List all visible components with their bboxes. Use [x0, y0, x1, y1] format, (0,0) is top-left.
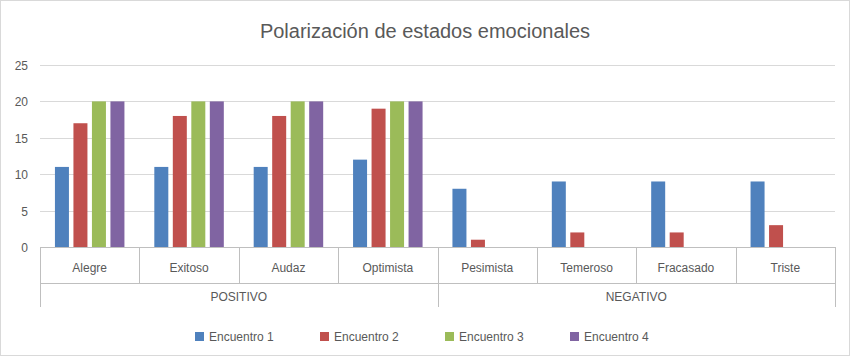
- y-tick-label: 20: [15, 95, 29, 109]
- legend-label: Encuentro 4: [584, 330, 649, 344]
- bar: [570, 232, 584, 247]
- bar: [372, 109, 386, 247]
- grid-line: [40, 247, 835, 248]
- bar: [390, 101, 404, 247]
- bar: [651, 181, 665, 247]
- x-tick-label: Alegre: [72, 261, 107, 275]
- group-label: POSITIVO: [210, 290, 267, 304]
- chart-frame: [1, 1, 850, 356]
- legend-swatch: [570, 332, 579, 341]
- bar: [254, 167, 268, 247]
- x-tick-label: Triste: [771, 261, 801, 275]
- x-tick-line: [438, 247, 439, 307]
- bar: [508, 247, 522, 248]
- bar: [589, 247, 603, 248]
- bar: [552, 181, 566, 247]
- bar: [92, 101, 106, 247]
- bar: [471, 240, 485, 247]
- chart-title: Polarización de estados emocionales: [260, 20, 590, 42]
- bars-group: [55, 101, 783, 247]
- bar: [154, 167, 168, 247]
- x-tick-line: [338, 247, 339, 283]
- bar: [769, 225, 783, 247]
- bar: [788, 247, 802, 248]
- x-tick-label: Exitoso: [169, 261, 209, 275]
- legend-swatch: [320, 332, 329, 341]
- bar: [688, 247, 702, 248]
- x-tick-line: [835, 247, 836, 307]
- x-tick-line: [537, 247, 538, 283]
- bar: [751, 181, 765, 247]
- x-tick-line: [139, 247, 140, 283]
- bar: [291, 101, 305, 247]
- chart-container: Polarización de estados emocionales 0 5 10 1…: [0, 0, 850, 356]
- bar: [670, 232, 684, 247]
- x-axis-line: [40, 247, 835, 248]
- bar: [353, 160, 367, 247]
- y-tick-label: 5: [21, 205, 28, 219]
- grid-line: [40, 65, 835, 66]
- legend-label: Encuentro 3: [459, 330, 524, 344]
- legend-swatch: [445, 332, 454, 341]
- bar: [607, 247, 621, 248]
- y-tick-label: 0: [21, 241, 28, 255]
- grid-line: [40, 138, 835, 139]
- bar: [55, 167, 69, 247]
- x-tick-label: Optimista: [362, 261, 413, 275]
- group-separator-line: [40, 283, 835, 284]
- y-tick-label: 25: [15, 59, 29, 73]
- x-tick-line: [239, 247, 240, 283]
- chart-svg: Polarización de estados emocionales 0 5 10 1…: [0, 0, 850, 356]
- legend-swatch: [195, 332, 204, 341]
- legend-label: Encuentro 2: [334, 330, 399, 344]
- bar: [707, 247, 721, 248]
- bar: [110, 101, 124, 247]
- x-tick-label: Pesimista: [461, 261, 513, 275]
- x-tick-label: Temeroso: [560, 261, 613, 275]
- grid-line: [40, 101, 835, 102]
- bar: [191, 101, 205, 247]
- bar: [309, 101, 323, 247]
- y-tick-label: 15: [15, 132, 29, 146]
- x-tick-line: [636, 247, 637, 283]
- group-label: NEGATIVO: [606, 290, 667, 304]
- bar: [409, 101, 423, 247]
- bar: [489, 247, 503, 248]
- bar: [210, 101, 224, 247]
- x-tick-line: [40, 247, 41, 307]
- x-tick-line: [736, 247, 737, 283]
- bar: [73, 123, 87, 247]
- x-tick-label: Audaz: [271, 261, 305, 275]
- y-tick-label: 10: [15, 168, 29, 182]
- bar: [272, 116, 286, 247]
- x-tick-label: Fracasado: [658, 261, 715, 275]
- bar: [173, 116, 187, 247]
- legend-label: Encuentro 1: [209, 330, 274, 344]
- bar: [452, 189, 466, 247]
- bar: [806, 247, 820, 248]
